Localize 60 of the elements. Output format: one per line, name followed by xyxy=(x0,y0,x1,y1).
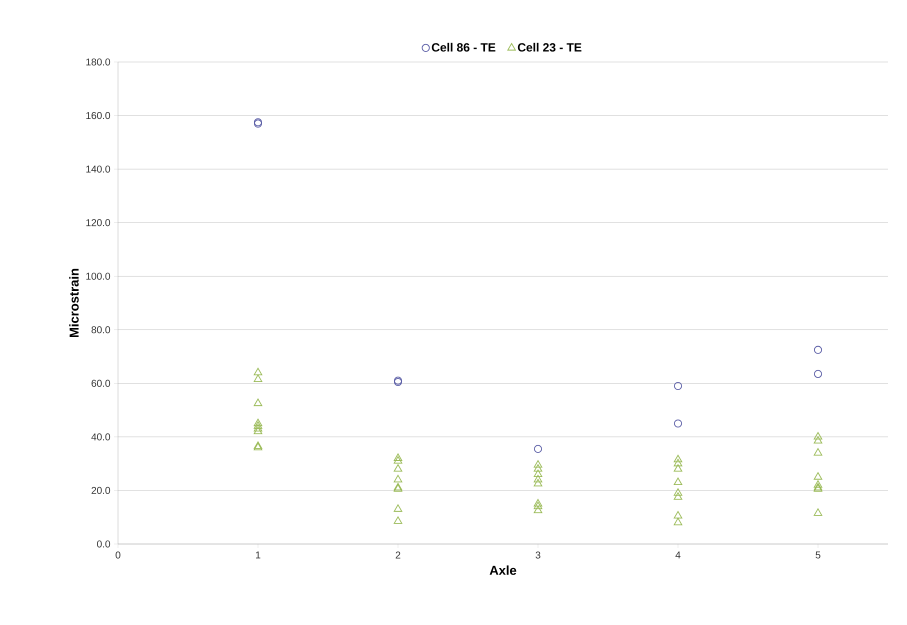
point xyxy=(254,426,262,434)
point xyxy=(674,488,682,496)
legend-label: Cell 23 - TE xyxy=(518,42,582,52)
point xyxy=(814,370,822,378)
x-tick-label: 2 xyxy=(396,552,400,558)
point xyxy=(674,454,682,462)
point xyxy=(674,518,682,526)
point xyxy=(394,453,402,461)
x-tick-label: 0 xyxy=(116,552,120,559)
point xyxy=(814,508,822,516)
y-tick-label: 80.0 xyxy=(92,326,110,334)
point xyxy=(814,448,822,456)
point xyxy=(394,464,402,472)
point xyxy=(674,492,682,500)
point xyxy=(534,498,542,506)
point xyxy=(534,502,542,510)
x-tick-label: 5 xyxy=(816,552,820,558)
y-tick-label: 20.0 xyxy=(92,486,110,494)
point xyxy=(254,424,262,432)
point xyxy=(814,480,822,488)
point xyxy=(674,458,682,466)
point xyxy=(814,472,822,480)
point xyxy=(534,474,542,482)
y-tick-label: 120.0 xyxy=(86,219,110,226)
point xyxy=(534,444,542,453)
point xyxy=(674,464,682,472)
point xyxy=(254,368,262,376)
point xyxy=(254,398,262,406)
point xyxy=(394,456,402,464)
point xyxy=(254,418,262,426)
point xyxy=(814,346,822,354)
point xyxy=(534,460,542,468)
y-tick-label: 60.0 xyxy=(92,380,110,387)
point xyxy=(534,478,542,486)
y-tick-label: 0.0 xyxy=(97,540,110,548)
legend-label: Cell 86 - TE xyxy=(432,42,496,52)
y-tick-label: 140.0 xyxy=(86,166,110,173)
point xyxy=(394,516,402,524)
point xyxy=(534,506,542,514)
point xyxy=(674,382,682,390)
point xyxy=(674,419,682,428)
x-tick-label: 4 xyxy=(675,552,680,558)
point xyxy=(534,464,542,472)
y-tick-label: 40.0 xyxy=(91,433,110,440)
point xyxy=(394,474,402,482)
y-tick-label: 180.0 xyxy=(86,58,110,66)
y-axis-title: Microstrain xyxy=(69,268,79,338)
x-tick-label: 3 xyxy=(536,552,540,559)
point xyxy=(674,478,682,486)
point xyxy=(534,470,542,478)
y-tick-label: 100.0 xyxy=(86,272,110,280)
point xyxy=(394,504,402,512)
point xyxy=(254,374,262,382)
point xyxy=(254,421,262,429)
x-tick-label: 1 xyxy=(256,552,260,558)
y-tick-label: 160.0 xyxy=(86,112,110,120)
point xyxy=(814,432,822,440)
point xyxy=(674,511,682,519)
x-axis-title: Axle xyxy=(490,565,516,575)
point xyxy=(814,436,822,444)
